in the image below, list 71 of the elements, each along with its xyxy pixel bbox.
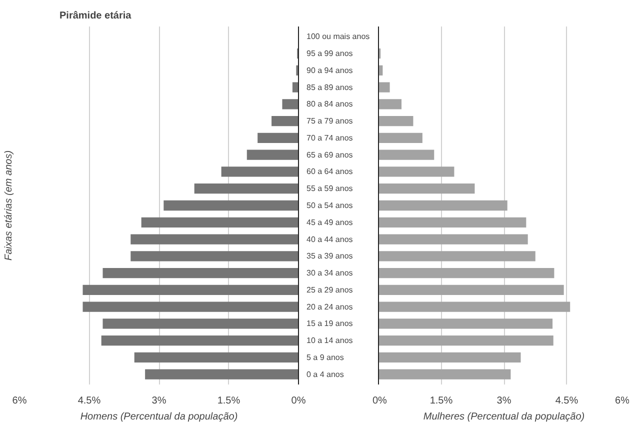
bar — [130, 251, 298, 262]
y-tick-label: 0 a 4 anos — [306, 370, 344, 379]
bar — [292, 82, 298, 92]
x-tick-label: 4.5% — [555, 396, 578, 406]
y-tick-label: 5 a 9 anos — [306, 352, 344, 362]
bar — [378, 166, 454, 177]
bar — [101, 336, 298, 346]
x-tick-label: 0% — [291, 396, 306, 406]
bar — [282, 99, 298, 110]
chart-title: Pirâmide etária — [60, 10, 132, 22]
bar — [258, 132, 298, 144]
bar — [378, 217, 526, 228]
bar — [141, 217, 298, 228]
bar — [272, 116, 298, 126]
bar — [378, 234, 528, 244]
bar — [194, 184, 298, 194]
bar — [130, 234, 298, 244]
y-tick-label: 10 a 14 anos — [306, 336, 353, 346]
bar — [378, 336, 554, 346]
y-tick-label: 60 a 64 anos — [306, 167, 353, 176]
bar — [378, 150, 434, 160]
bar — [378, 268, 554, 278]
x-tick-label: 0% — [372, 396, 388, 406]
bar — [246, 150, 298, 160]
bar — [378, 184, 475, 194]
bar — [221, 166, 298, 177]
y-tick-label: 55 a 59 anos — [306, 184, 353, 194]
bar — [378, 302, 570, 312]
x-tick-label: 6% — [615, 396, 630, 406]
bar — [378, 352, 521, 363]
y-tick-label: 100 ou mais anos — [306, 32, 370, 42]
x-tick-label: 1.5% — [430, 396, 453, 406]
bar — [82, 284, 298, 295]
bar — [378, 251, 536, 262]
y-tick-label: 85 a 89 anos — [306, 82, 353, 92]
y-tick-label: 25 a 29 anos — [306, 285, 353, 294]
bar — [378, 99, 402, 110]
x-tick-label: 6% — [12, 396, 27, 406]
x-tick-label: 4.5% — [78, 396, 101, 406]
y-tick-label: 40 a 44 anos — [306, 234, 353, 244]
y-tick-label: 65 a 69 anos — [306, 150, 353, 160]
bar — [378, 116, 414, 126]
bar — [134, 352, 298, 363]
x-axis-title: Mulheres (Percentual da população) — [423, 412, 585, 422]
y-axis-title: Faixas etárias (em anos) — [4, 150, 14, 261]
bar — [378, 318, 553, 329]
y-tick-label: 90 a 94 anos — [306, 66, 353, 75]
y-tick-label: 50 a 54 anos — [306, 201, 353, 210]
bar — [102, 318, 298, 329]
y-tick-label: 95 a 99 anos — [306, 49, 353, 58]
y-tick-label: 75 a 79 anos — [306, 116, 353, 126]
bar — [378, 132, 422, 144]
y-tick-label: 30 a 34 anos — [306, 268, 353, 278]
bar — [378, 200, 508, 211]
x-tick-label: 3% — [496, 396, 512, 406]
bar — [164, 200, 298, 211]
y-tick-label: 45 a 49 anos — [306, 218, 353, 227]
y-tick-label: 80 a 84 anos — [306, 100, 353, 109]
x-tick-label: 3% — [152, 396, 166, 406]
bar — [102, 268, 298, 278]
y-tick-label: 35 a 39 anos — [306, 252, 353, 261]
bar — [145, 369, 298, 380]
y-tick-label: 20 a 24 anos — [306, 302, 353, 312]
bar — [82, 302, 298, 312]
bar — [378, 284, 564, 295]
x-axis-title: Homens (Percentual da população) — [80, 412, 238, 422]
y-tick-label: 15 a 19 anos — [306, 319, 353, 328]
x-tick-label: 1.5% — [217, 396, 240, 406]
bar — [378, 82, 390, 92]
bar — [378, 369, 511, 380]
y-tick-label: 70 a 74 anos — [306, 133, 353, 142]
